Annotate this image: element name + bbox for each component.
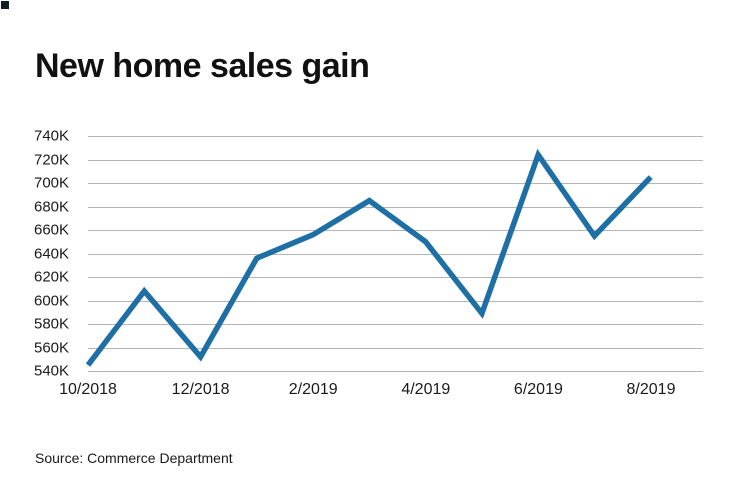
corner-mark [1, 1, 9, 9]
gridline [88, 230, 703, 231]
gridline [88, 136, 703, 137]
y-tick-label: 560K [34, 339, 70, 356]
x-tick-label: 4/2019 [401, 381, 451, 398]
y-tick-label: 540K [34, 362, 70, 380]
gridline [88, 253, 703, 255]
y-tick-label: 580K [34, 315, 70, 333]
data-line [85, 148, 653, 367]
x-tick-label: 10/2018 [59, 381, 117, 398]
y-tick-label: 640K [34, 245, 70, 262]
y-axis-labels: 740K 720K 700K 680K 660K 640K 620K 600K 580K 560K… [34, 129, 84, 379]
y-tick-label: 740K [34, 127, 70, 145]
x-tick-label: 2/2019 [288, 381, 338, 398]
gridline [88, 324, 703, 325]
y-tick-label: 660K [34, 221, 70, 239]
gridline [88, 206, 703, 208]
gridline [88, 183, 703, 184]
line-chart-svg [85, 148, 653, 367]
gridline [88, 347, 703, 349]
x-axis-labels: 10/2018 12/2018 2/2019 4/2019 6/2019 8/2019 [59, 381, 675, 403]
source-note: Source: Commerce Department [35, 450, 233, 466]
gridline [88, 277, 703, 278]
x-tick-label: 8/2019 [626, 381, 676, 398]
y-tick-label: 600K [34, 292, 70, 309]
gridline [88, 159, 703, 161]
plot-area [85, 136, 703, 372]
x-tick-label: 12/2018 [171, 381, 230, 398]
gridline [88, 371, 703, 372]
y-tick-label: 720K [34, 151, 70, 168]
x-tick-label: 6/2019 [513, 381, 563, 398]
gridline [88, 300, 703, 302]
chart-title: New home sales gain [35, 46, 370, 85]
y-tick-label: 680K [34, 198, 70, 215]
y-tick-label: 700K [34, 174, 70, 192]
y-tick-label: 620K [34, 268, 70, 286]
